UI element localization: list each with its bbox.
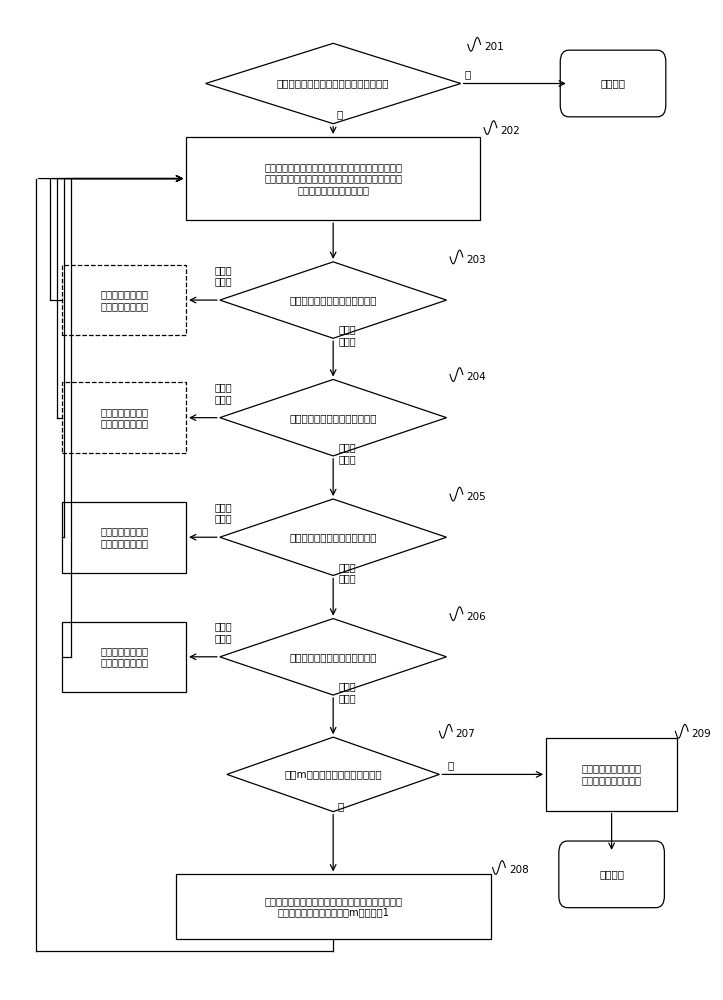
Text: 总集合中用户端设备为
潜在异常的用户端设备: 总集合中用户端设备为 潜在异常的用户端设备 [581,764,641,785]
Text: 是: 是 [448,760,454,770]
Bar [62,382,186,453]
Text: 是: 是 [337,109,343,119]
Text: 对第一集合和第四子集进行测试: 对第一集合和第四子集进行测试 [289,652,377,662]
Text: 正确测
试结果: 正确测 试结果 [215,502,232,524]
Text: 对第二子集和第二集合进行测试: 对第二子集和第二集合进行测试 [289,413,377,423]
Bar [62,502,186,573]
Text: 否: 否 [464,70,471,80]
Text: 判断m的数值是否达到一设定数值: 判断m的数值是否达到一设定数值 [284,769,382,779]
Text: 第一子集和第二集
合整合构成总集合: 第一子集和第二集 合整合构成总集合 [100,407,148,428]
Text: 正确测
试结果: 正确测 试结果 [215,382,232,404]
Text: 201: 201 [484,42,504,52]
Text: 错误测
试结果: 错误测 试结果 [339,562,356,583]
Text: 对第一集合和第三子集进行测试: 对第一集合和第三子集进行测试 [289,532,377,542]
Text: 否: 否 [338,801,343,811]
Text: 结束流程: 结束流程 [599,869,624,879]
Bar [546,738,677,811]
Text: 202: 202 [500,126,520,136]
Text: 采用等概率随机排序算法对总集合中的所有用户端设
备进行一次随机排序，且将m的数值加1: 采用等概率随机排序算法对总集合中的所有用户端设 备进行一次随机排序，且将m的数值… [264,896,402,918]
Text: 208: 208 [509,865,529,875]
Text: 209: 209 [692,729,711,739]
Text: 判断特征与特征库中的设定特征是否匹配: 判断特征与特征库中的设定特征是否匹配 [277,79,390,89]
Text: 205: 205 [466,492,486,502]
Text: 错误测
试结果: 错误测 试结果 [339,325,356,346]
Text: 第一集合和第四子
集整合构成总集合: 第一集合和第四子 集整合构成总集合 [100,526,148,548]
Text: 第一集合和第三子
集整合构成总集合: 第一集合和第三子 集整合构成总集合 [100,646,148,668]
Text: 错误测
试结果: 错误测 试结果 [339,681,356,703]
Text: 正确测
试结果: 正确测 试结果 [215,621,232,643]
Bar [176,874,491,939]
Text: 错误测
试结果: 错误测 试结果 [339,442,356,464]
Bar [62,622,186,692]
Text: 结束流程: 结束流程 [601,79,625,89]
Text: 203: 203 [466,255,486,265]
Text: 第二子集和第二集
合整合构成总集合: 第二子集和第二集 合整合构成总集合 [100,289,148,311]
Text: 206: 206 [466,612,486,622]
Text: 正确测
试结果: 正确测 试结果 [215,265,232,286]
Bar [186,137,480,220]
Text: 采用二分查找法将总集合分为第一集合和第二集合，
将第一集合分为第一子集和第二子集，以及将第二集
合分为第三子集和第四子集: 采用二分查找法将总集合分为第一集合和第二集合， 将第一集合分为第一子集和第二子集… [264,162,402,195]
Text: 207: 207 [455,729,476,739]
Bar [62,265,186,335]
Text: 对第一子集和第二集合进行测试: 对第一子集和第二集合进行测试 [289,295,377,305]
Text: 204: 204 [466,372,486,382]
